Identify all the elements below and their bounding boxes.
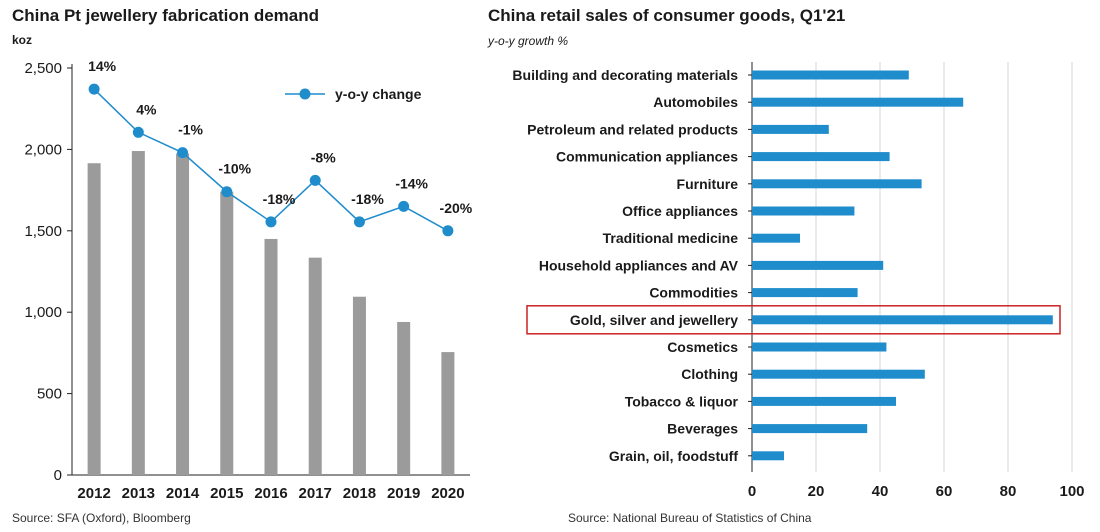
demand-bar bbox=[441, 352, 455, 475]
right-category-label: Commodities bbox=[649, 285, 738, 301]
demand-bar bbox=[220, 191, 234, 475]
demand-bar bbox=[397, 321, 411, 475]
left-x-tick-label: 2015 bbox=[210, 485, 243, 500]
growth-bar bbox=[752, 124, 829, 134]
growth-bar bbox=[752, 70, 909, 80]
left-chart-title: China Pt jewellery fabrication demand bbox=[12, 6, 320, 25]
demand-bar bbox=[131, 151, 145, 475]
right-x-tick-label: 40 bbox=[872, 483, 889, 500]
demand-bar bbox=[87, 163, 101, 475]
growth-bar bbox=[752, 451, 784, 461]
yoy-label: -20% bbox=[440, 200, 473, 216]
left-x-tick-label: 2020 bbox=[431, 485, 464, 500]
growth-bar bbox=[752, 260, 884, 270]
yoy-label: 4% bbox=[136, 101, 157, 117]
yoy-label: -10% bbox=[218, 161, 251, 177]
left-x-tick-label: 2012 bbox=[77, 485, 110, 500]
right-category-label: Communication appliances bbox=[556, 149, 738, 165]
demand-bar bbox=[264, 238, 278, 475]
growth-bar bbox=[752, 396, 896, 406]
right-category-label: Petroleum and related products bbox=[527, 121, 738, 137]
growth-bar bbox=[752, 97, 964, 107]
demand-bar bbox=[176, 153, 190, 475]
left-x-tick-label: 2019 bbox=[387, 485, 420, 500]
right-category-label: Cosmetics bbox=[667, 339, 738, 355]
left-chart-source: Source: SFA (Oxford), Bloomberg bbox=[12, 511, 191, 525]
yoy-point bbox=[88, 83, 100, 95]
right-category-label: Beverages bbox=[667, 421, 738, 437]
growth-bar bbox=[752, 206, 855, 216]
yoy-point bbox=[353, 216, 365, 228]
left-y-tick-label: 2,000 bbox=[24, 141, 62, 158]
yoy-point bbox=[132, 126, 144, 138]
highlight-box bbox=[526, 305, 1061, 335]
left-y-tick-label: 500 bbox=[37, 386, 62, 403]
yoy-label: -1% bbox=[178, 122, 203, 138]
yoy-point bbox=[265, 216, 277, 228]
yoy-point bbox=[442, 225, 454, 237]
right-x-tick-label: 80 bbox=[1000, 483, 1017, 500]
growth-bar bbox=[752, 288, 858, 298]
left-y-tick-label: 0 bbox=[54, 467, 62, 484]
yoy-point bbox=[398, 200, 410, 212]
left-chart: 0 500 1,000 1,500 2,000 2,500 2012 2013 2014 2015… bbox=[24, 58, 473, 500]
growth-bar bbox=[752, 179, 922, 189]
yoy-point bbox=[221, 186, 233, 198]
right-category-label: Automobiles bbox=[653, 94, 738, 110]
left-x-tick-label: 2016 bbox=[254, 485, 287, 500]
left-x-tick-label: 2018 bbox=[343, 485, 376, 500]
yoy-label: 14% bbox=[88, 58, 117, 74]
left-x-tick-label: 2013 bbox=[122, 485, 155, 500]
demand-bar bbox=[308, 257, 322, 475]
left-chart-unit: koz bbox=[12, 33, 33, 47]
right-category-label: Tobacco & liquor bbox=[625, 393, 739, 409]
legend-label: y-o-y change bbox=[335, 86, 422, 102]
right-category-label: Grain, oil, foodstuff bbox=[609, 448, 738, 464]
growth-bar bbox=[752, 315, 1053, 325]
left-x-tick-label: 2017 bbox=[299, 485, 332, 500]
growth-bar bbox=[752, 342, 887, 352]
legend-marker bbox=[299, 88, 311, 100]
right-category-label: Furniture bbox=[677, 176, 739, 192]
demand-bar bbox=[352, 296, 366, 475]
left-y-tick-label: 2,500 bbox=[24, 60, 62, 77]
right-x-tick-label: 20 bbox=[808, 483, 825, 500]
right-category-label: Office appliances bbox=[622, 203, 738, 219]
right-category-label: Clothing bbox=[681, 366, 738, 382]
left-x-tick-label: 2014 bbox=[166, 485, 200, 500]
growth-bar bbox=[752, 233, 800, 243]
right-category-label: Traditional medicine bbox=[603, 230, 739, 246]
left-y-tick-label: 1,500 bbox=[24, 223, 62, 240]
right-x-tick-label: 0 bbox=[748, 483, 756, 500]
right-chart-source: Source: National Bureau of Statistics of… bbox=[568, 511, 812, 525]
right-x-tick-label: 60 bbox=[936, 483, 953, 500]
yoy-label: -18% bbox=[351, 191, 384, 207]
left-y-tick-label: 1,000 bbox=[24, 304, 62, 321]
growth-bar bbox=[752, 369, 925, 379]
right-category-label: Household appliances and AV bbox=[539, 257, 739, 273]
right-category-label: Building and decorating materials bbox=[512, 67, 738, 83]
right-x-tick-label: 100 bbox=[1059, 483, 1084, 500]
yoy-label: -14% bbox=[395, 175, 428, 191]
right-chart-title: China retail sales of consumer goods, Q1… bbox=[488, 6, 846, 25]
growth-bar bbox=[752, 152, 890, 162]
right-category-label: Gold, silver and jewellery bbox=[570, 312, 738, 328]
yoy-point bbox=[177, 147, 189, 159]
yoy-label: -8% bbox=[311, 149, 336, 165]
yoy-point bbox=[309, 174, 321, 186]
yoy-label: -18% bbox=[263, 191, 296, 207]
right-chart-unit: y-o-y growth % bbox=[488, 34, 569, 48]
growth-bar bbox=[752, 424, 868, 434]
right-chart: 0 20 40 60 80 100 Building and decorating mate… bbox=[512, 62, 1085, 500]
